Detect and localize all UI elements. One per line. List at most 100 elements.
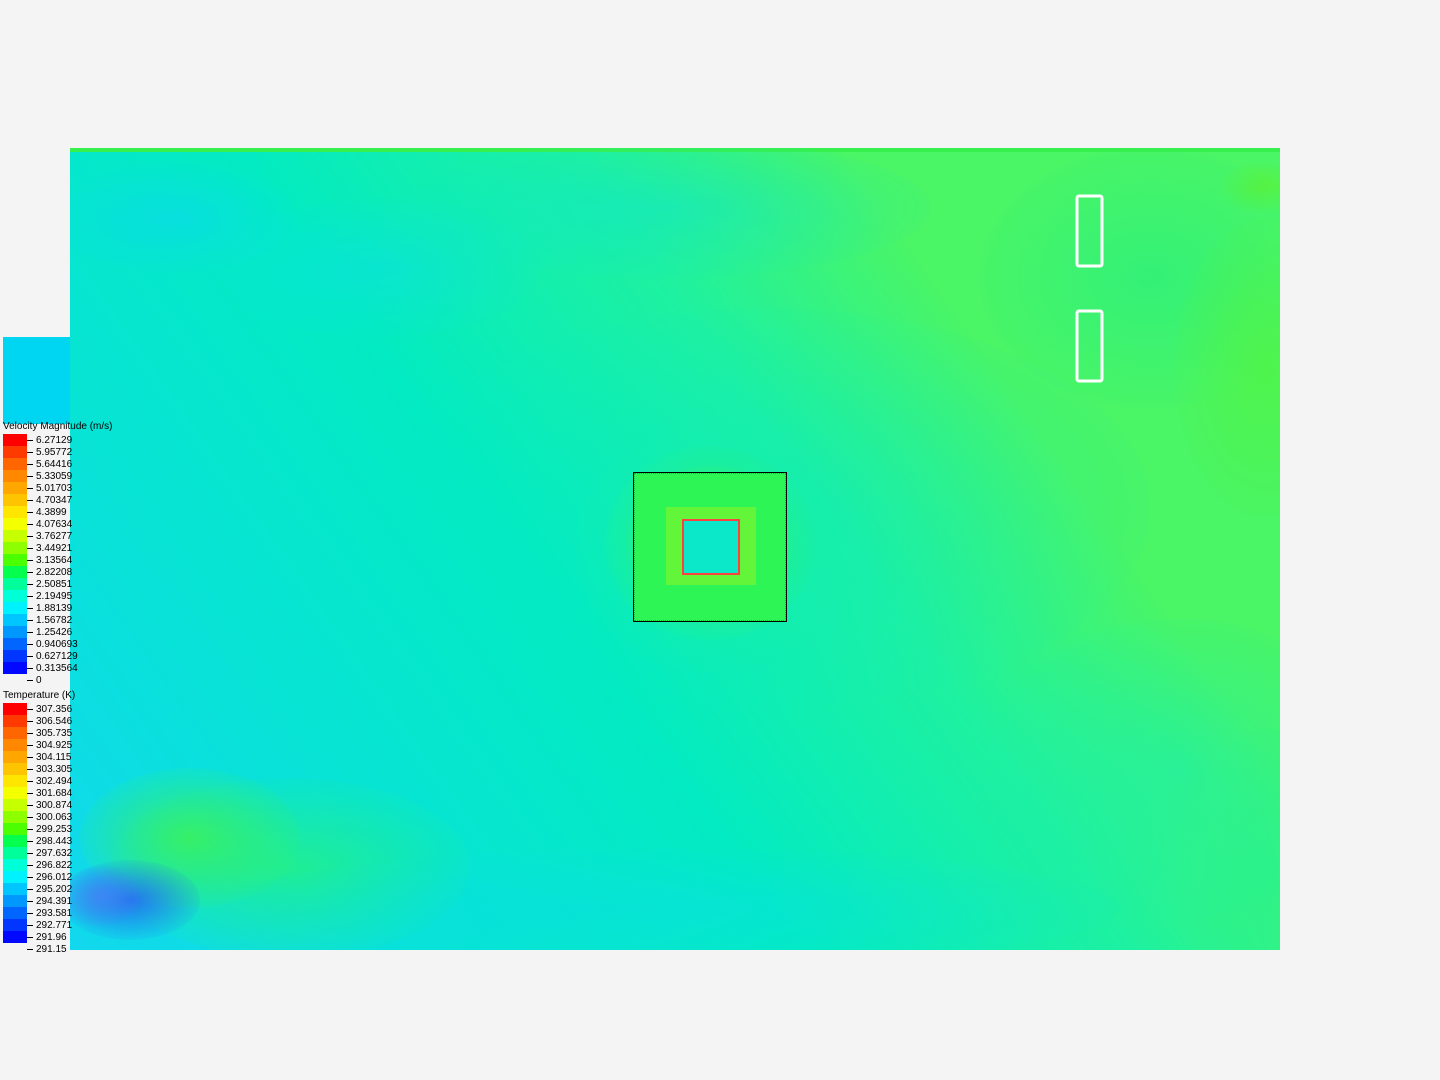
legend-row: 1.88139 <box>3 602 113 614</box>
legend-row: 299.253 <box>3 823 75 835</box>
legend-swatch <box>3 907 27 919</box>
legend-temperature-body: 307.356306.546305.735304.925304.115303.3… <box>3 703 75 955</box>
legend-swatch <box>3 446 27 458</box>
legend-row: 1.25426 <box>3 626 113 638</box>
legend-tick <box>27 805 33 806</box>
legend-tick-label: 4.70347 <box>36 495 72 506</box>
legend-tick-label: 5.33059 <box>36 471 72 482</box>
legend-row: 2.50851 <box>3 578 113 590</box>
legend-tick <box>27 949 33 950</box>
legend-row: 300.063 <box>3 811 75 823</box>
legend-tick <box>27 925 33 926</box>
legend-tick-label: 0.313564 <box>36 663 78 674</box>
legend-tick-label: 294.391 <box>36 896 72 907</box>
legend-tick-label: 303.305 <box>36 764 72 775</box>
legend-tick <box>27 757 33 758</box>
legend-temperature: Temperature (K) 307.356306.546305.735304… <box>3 690 75 955</box>
legend-tick-label: 302.494 <box>36 776 72 787</box>
legend-tick-label: 0.627129 <box>36 651 78 662</box>
legend-swatch <box>3 458 27 470</box>
legend-swatch <box>3 434 27 446</box>
legend-tick-label: 298.443 <box>36 836 72 847</box>
legend-tick <box>27 913 33 914</box>
legend-row: 304.115 <box>3 751 75 763</box>
legend-tick <box>27 524 33 525</box>
legend-row: 4.07634 <box>3 518 113 530</box>
legend-tick-label: 2.50851 <box>36 579 72 590</box>
legend-tick-label: 1.88139 <box>36 603 72 614</box>
legend-tick <box>27 608 33 609</box>
legend-swatch <box>3 662 27 674</box>
legend-tick-label: 1.25426 <box>36 627 72 638</box>
legend-row: 292.771 <box>3 919 75 931</box>
legend-tick <box>27 793 33 794</box>
legend-swatch <box>3 650 27 662</box>
legend-tick-label: 291.96 <box>36 932 67 943</box>
legend-row: 291.15 <box>3 943 75 955</box>
legend-tick-label: 5.01703 <box>36 483 72 494</box>
legend-row: 0.313564 <box>3 662 113 674</box>
legend-row: 295.202 <box>3 883 75 895</box>
legend-row: 300.874 <box>3 799 75 811</box>
legend-tick-label: 3.44921 <box>36 543 72 554</box>
legend-tick <box>27 584 33 585</box>
legend-row: 301.684 <box>3 787 75 799</box>
legend-tick <box>27 817 33 818</box>
legend-swatch <box>3 859 27 871</box>
legend-tick-label: 292.771 <box>36 920 72 931</box>
legend-tick <box>27 853 33 854</box>
legend-row: 293.581 <box>3 907 75 919</box>
legend-row: 2.19495 <box>3 590 113 602</box>
legend-tick <box>27 536 33 537</box>
legend-tick <box>27 476 33 477</box>
legend-tick-label: 0.940693 <box>36 639 78 650</box>
legend-tick-label: 0 <box>36 675 42 686</box>
legend-swatch <box>3 506 27 518</box>
legend-swatch <box>3 799 27 811</box>
legend-tick-label: 3.13564 <box>36 555 72 566</box>
legend-tick-label: 2.19495 <box>36 591 72 602</box>
legend-swatch <box>3 871 27 883</box>
legend-swatch <box>3 895 27 907</box>
legend-tick <box>27 889 33 890</box>
legend-tick <box>27 656 33 657</box>
legend-swatch <box>3 931 27 943</box>
legend-tick-label: 1.56782 <box>36 615 72 626</box>
legend-row: 6.27129 <box>3 434 113 446</box>
legend-tick-label: 291.15 <box>36 944 67 955</box>
legend-tick <box>27 721 33 722</box>
legend-swatch <box>3 554 27 566</box>
legend-tick-label: 301.684 <box>36 788 72 799</box>
legend-swatch <box>3 626 27 638</box>
legend-row: 307.356 <box>3 703 75 715</box>
legend-row: 297.632 <box>3 847 75 859</box>
legend-row: 305.735 <box>3 727 75 739</box>
legend-row: 306.546 <box>3 715 75 727</box>
legend-tick <box>27 841 33 842</box>
legend-tick <box>27 452 33 453</box>
legend-tick <box>27 733 33 734</box>
legend-tick <box>27 512 33 513</box>
legend-swatch <box>3 566 27 578</box>
legend-tick <box>27 709 33 710</box>
legend-row: 303.305 <box>3 763 75 775</box>
legend-tick <box>27 620 33 621</box>
center-source-inner <box>682 519 740 575</box>
legend-tick-label: 306.546 <box>36 716 72 727</box>
legend-row: 0 <box>3 674 113 686</box>
legend-swatch <box>3 751 27 763</box>
legend-tick <box>27 596 33 597</box>
legend-tick <box>27 680 33 681</box>
legend-tick-label: 305.735 <box>36 728 72 739</box>
legend-tick-label: 295.202 <box>36 884 72 895</box>
legend-tick <box>27 440 33 441</box>
legend-tick <box>27 548 33 549</box>
legend-tick <box>27 488 33 489</box>
legend-velocity: Velocity Magnitude (m/s) 6.271295.957725… <box>3 421 113 686</box>
legend-swatch <box>3 530 27 542</box>
legend-tick-label: 307.356 <box>36 704 72 715</box>
legend-tick-label: 4.07634 <box>36 519 72 530</box>
legend-tick-label: 4.3899 <box>36 507 67 518</box>
legend-swatch <box>3 482 27 494</box>
legend-swatch <box>3 578 27 590</box>
